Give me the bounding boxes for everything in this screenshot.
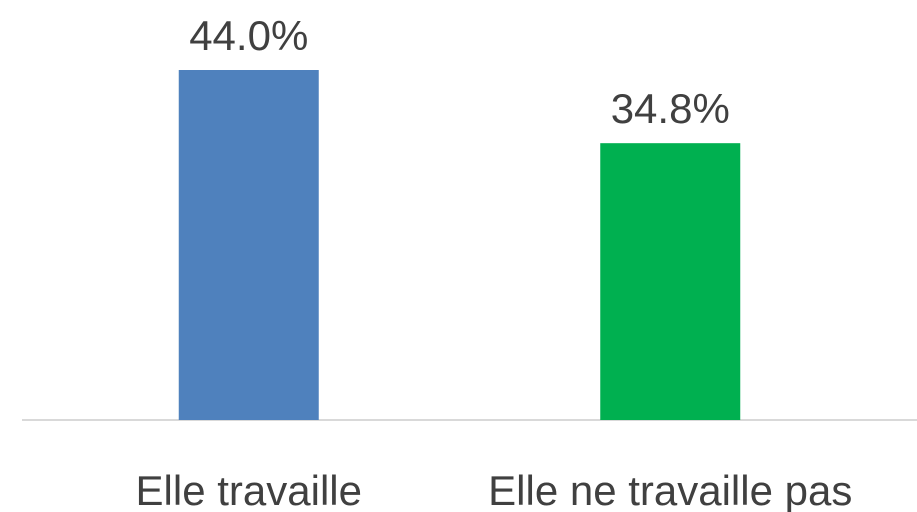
x-tick-label: Elle travaille — [136, 467, 362, 512]
bar — [178, 70, 319, 420]
data-label: 44.0% — [189, 12, 308, 59]
bar — [600, 143, 741, 420]
x-tick-label: Elle ne travaille pas — [488, 467, 852, 512]
data-label: 34.8% — [611, 85, 730, 132]
